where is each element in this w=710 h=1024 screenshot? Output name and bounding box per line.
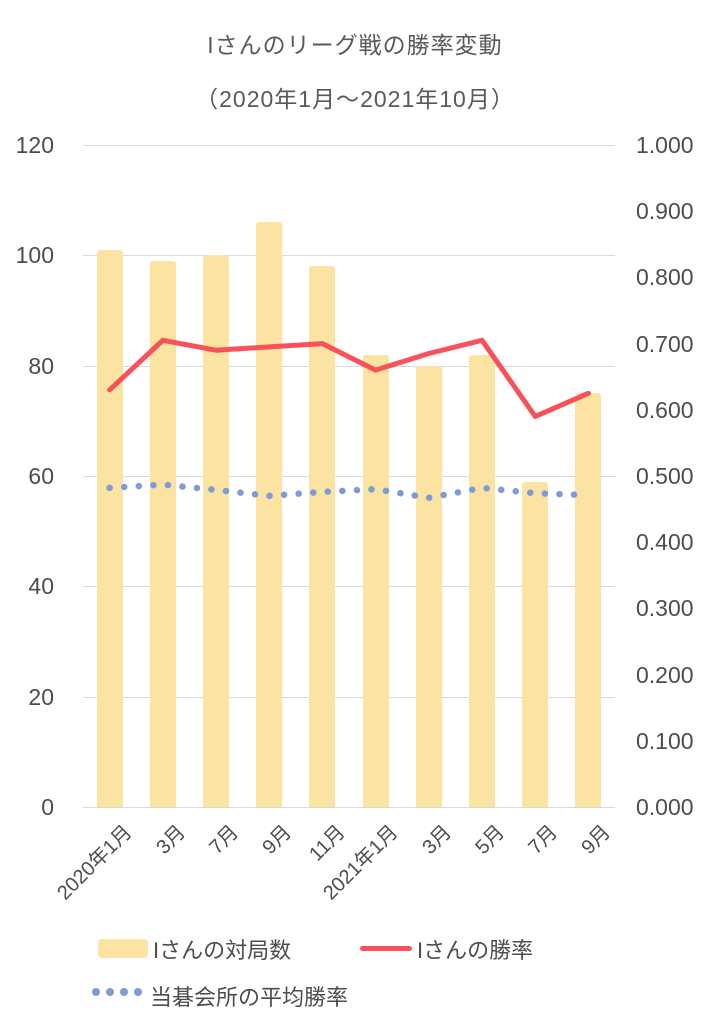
right-axis-tick-label: 1.000 (636, 132, 694, 158)
bar-games-3月 (149, 260, 176, 807)
legend-dots-swatch (92, 988, 142, 996)
bar-games-2021年1月 (362, 354, 389, 807)
bar-games-9月 (256, 222, 283, 807)
left-axis-tick-label: 20 (28, 683, 54, 710)
gridline (83, 696, 615, 698)
legend-label-average: 当碁会所の平均勝率 (150, 985, 349, 1010)
right-axis-tick-label: 0.700 (636, 330, 694, 357)
bar-games-9月 (575, 393, 602, 807)
x-axis-tick-label: 7月 (524, 821, 563, 859)
gridline (83, 807, 615, 808)
line-series-layer (106, 337, 592, 502)
bar-games-3月 (415, 365, 442, 807)
legend-label-games: Iさんの対局数 (153, 938, 292, 963)
right-axis-tick-label: 0.600 (636, 396, 694, 423)
legend-dot-icon (120, 988, 128, 996)
x-axis-tick-label: 5月 (471, 821, 509, 859)
bar-games-2020年1月 (96, 249, 123, 807)
gridline (83, 255, 615, 257)
right-axis-tick-label: 0.400 (636, 529, 694, 556)
legend-dot-icon (92, 988, 100, 996)
win-rate-line (107, 337, 591, 419)
x-axis-tick-label: 2020年1月 (53, 821, 137, 905)
left-axis-tick-label: 0 (41, 794, 54, 820)
left-axis-tick-label: 120 (15, 132, 54, 158)
right-axis-tick-label: 0.200 (636, 661, 694, 688)
x-axis-tick-label: 3月 (418, 821, 456, 859)
x-axis-tick-label: 3月 (152, 821, 190, 859)
bar-games-5月 (469, 354, 495, 807)
legend-label-winrate: Iさんの勝率 (417, 938, 534, 963)
bar-games-7月 (522, 481, 549, 807)
legend-bar-swatch (98, 939, 148, 958)
x-axis-tick-label: 9月 (258, 821, 297, 859)
average-rate-dotted-line (106, 481, 592, 502)
gridline (83, 145, 615, 146)
x-axis-tick-label: 9月 (577, 821, 616, 859)
chart-title-line1: Iさんのリーグ戦の勝率変動 (207, 32, 503, 58)
plot-area (83, 145, 615, 807)
chart-title-line2: （2020年1月～2021年10月） (195, 86, 515, 112)
right-axis-tick-label: 0.800 (636, 264, 694, 291)
left-axis-tick-label: 60 (28, 463, 54, 489)
gridline (83, 476, 615, 477)
x-axis-tick-label: 7月 (205, 821, 243, 859)
left-axis-tick-label: 100 (15, 242, 54, 269)
right-axis-tick-label: 0.500 (636, 463, 694, 489)
gridline (83, 586, 615, 588)
gridline (83, 365, 615, 367)
legend-line-swatch (360, 946, 412, 951)
left-axis-tick-label: 80 (28, 352, 54, 379)
right-axis-tick-label: 0.000 (636, 794, 694, 820)
legend-dot-icon (106, 988, 114, 996)
legend-dot-icon (134, 988, 142, 996)
right-axis-tick-label: 0.100 (636, 727, 694, 754)
left-axis-tick-label: 40 (28, 573, 54, 600)
right-axis-tick-label: 0.900 (636, 198, 694, 225)
right-axis-tick-label: 0.300 (636, 595, 694, 622)
bar-games-11月 (309, 266, 336, 807)
